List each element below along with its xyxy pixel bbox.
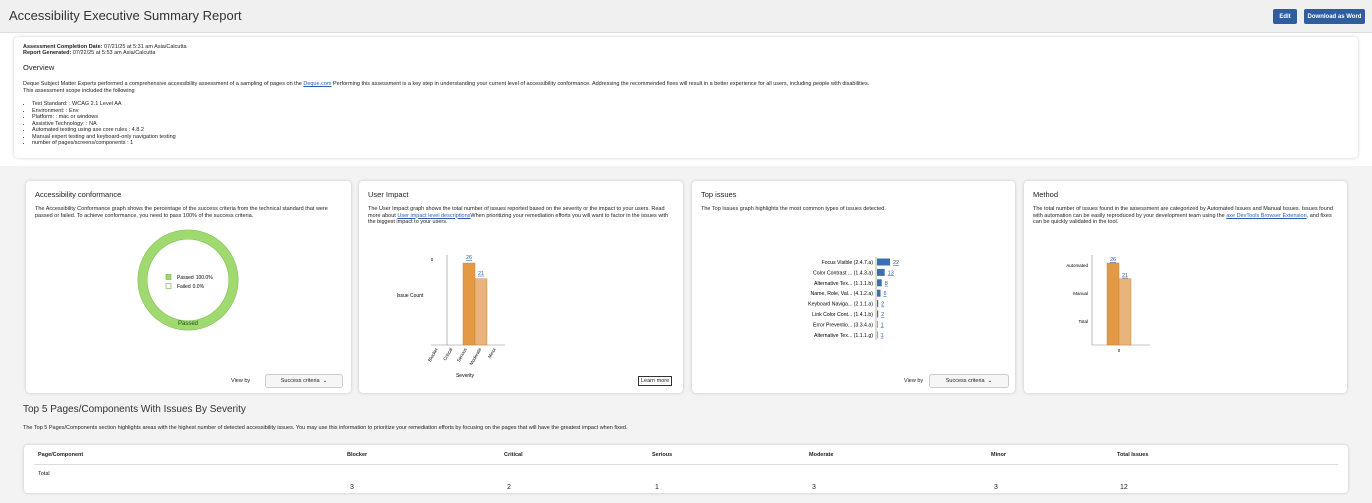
scope-item: Manual expert testing and keyboard-only … (32, 134, 176, 141)
select-value: Success criteria (945, 378, 985, 384)
completion-date: Assessment Completion Date: 07/21/25 at … (23, 44, 187, 51)
select-value: Success criteria (280, 378, 320, 384)
value: 07/21/25 at 5:31 am Asia/Calcutta (104, 44, 187, 50)
card-title: Top issues (701, 190, 737, 199)
column-header: Minor (991, 452, 1006, 458)
download-button[interactable]: Download as Word (1304, 9, 1365, 24)
view-by-select[interactable]: Success criteria ⌄ (265, 374, 343, 388)
scope-item: Environment: : Env (32, 108, 176, 115)
column-header: Moderate (809, 452, 834, 458)
total-cell: 3 (350, 484, 354, 491)
scope-item: Assistive Technology: : NA (32, 121, 176, 128)
section-description: The Top 5 Pages/Components section highl… (23, 425, 628, 431)
overview-text: Deque Subject Matter Experts performed a… (23, 81, 1343, 88)
section-title: Top 5 Pages/Components With Issues By Se… (23, 404, 246, 415)
link[interactable]: Deque.com (303, 81, 332, 87)
column-header: Total Issues (1117, 452, 1149, 458)
link[interactable]: axe DevTools Browser Extension (1226, 212, 1307, 219)
link[interactable]: User impact level descriptions (397, 212, 471, 219)
total-cell: 3 (994, 484, 998, 491)
text: Performing this assessment is a key step… (331, 81, 870, 87)
top-issues-card (692, 181, 1015, 393)
card-description: The total number of issues found in the … (1033, 206, 1338, 226)
value: 07/22/25 at 5:53 am Asia/Calcutta (72, 50, 156, 56)
total-cell: 2 (507, 484, 511, 491)
total-cell: 3 (812, 484, 816, 491)
card-title: Method (1033, 190, 1059, 199)
table-divider (34, 464, 1338, 465)
column-header: Blocker (347, 452, 368, 458)
label: Assessment Completion Date: (23, 44, 103, 50)
scope-list: Test Standard: : WCAG 2.1 Level AAEnviro… (23, 101, 176, 147)
text: , and fixes can be quickly validated in … (1033, 212, 1332, 226)
total-cell: 1 (655, 484, 659, 491)
card-description: The Top Issues graph highlights the most… (701, 206, 886, 212)
text: Deque Subject Matter Experts performed a… (23, 81, 304, 87)
row-label: Total (38, 471, 50, 477)
total-cell: 12 (1120, 484, 1128, 491)
view-by-select[interactable]: Success criteria ⌄ (929, 374, 1009, 388)
overview-heading: Overview (23, 63, 55, 72)
text: The total number of issues found in the … (1033, 206, 1333, 219)
column-header: Page/Component (38, 452, 84, 458)
view-by-label: View by (231, 378, 251, 384)
page-title: Accessibility Executive Summary Report (9, 8, 242, 23)
column-header: Serious (652, 452, 673, 458)
text: When prioritizing your remediation effor… (368, 212, 669, 226)
label: Report Generated: (23, 50, 72, 56)
user-impact-card (359, 181, 683, 393)
text: The User Impact graph shows the total nu… (368, 206, 665, 219)
summary-card (14, 37, 1358, 158)
scope-item: number of pages/screens/components : 1 (32, 140, 176, 147)
card-description: The User Impact graph shows the total nu… (368, 206, 673, 226)
scope-intro: This assessment scope included the follo… (23, 88, 135, 94)
card-title: User Impact (368, 190, 409, 199)
column-header: Critical (504, 452, 523, 458)
method-card (1024, 181, 1347, 393)
card-description: The Accessibility Conformance graph show… (35, 206, 328, 219)
edit-button[interactable]: Edit (1273, 9, 1297, 24)
table-card (24, 445, 1348, 493)
report-generated: Report Generated: 07/22/25 at 5:53 am As… (23, 50, 155, 57)
learn-more-button[interactable]: Learn more (638, 376, 673, 386)
scope-item: Automated testing using axe core rules :… (32, 127, 176, 134)
card-title: Accessibility conformance (35, 190, 122, 199)
view-by-label: View by (904, 378, 924, 384)
scope-item: Platform: : mac or windows (32, 114, 176, 121)
scope-item: Test Standard: : WCAG 2.1 Level AA (32, 101, 176, 108)
header (0, 0, 1372, 33)
